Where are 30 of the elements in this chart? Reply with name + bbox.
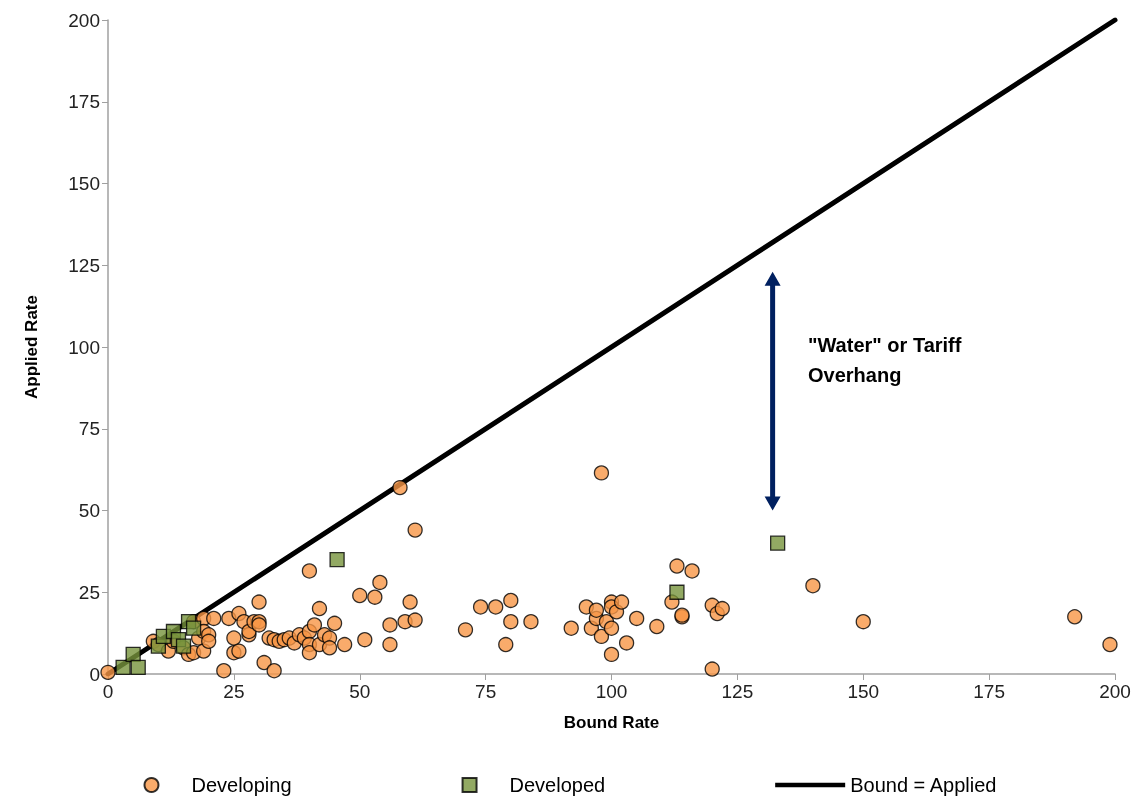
y-tick-label: 175 <box>68 91 100 113</box>
x-tick-label: 150 <box>847 681 880 702</box>
y-tick-label: 50 <box>78 500 100 521</box>
point <box>669 584 685 600</box>
y-tick-label: 200 <box>68 9 100 31</box>
x-tick-label: 100 <box>595 681 628 702</box>
legend-label: Bound = Applied <box>850 774 997 796</box>
point <box>130 659 146 676</box>
x-tick-label: 75 <box>475 681 497 702</box>
legend-label: Developing <box>191 774 292 796</box>
y-tick-label: 125 <box>68 254 100 276</box>
annotation: "Water" or Tariff Overhang <box>808 334 967 386</box>
y-axis-title: Applied Rate <box>22 295 41 399</box>
point <box>329 551 345 568</box>
point <box>115 659 131 676</box>
y-tick-label: 150 <box>68 173 100 194</box>
x-tick-label: 200 <box>1099 681 1131 702</box>
y-tick-label: 75 <box>78 418 100 440</box>
x-tick-label: 0 <box>102 681 114 702</box>
y-tick-label: 100 <box>68 336 100 358</box>
legend-label: Developed <box>509 774 606 796</box>
x-axis-title: Bound Rate <box>563 713 660 732</box>
x-tick-label: 50 <box>349 681 371 702</box>
x-tick-label: 25 <box>223 681 245 702</box>
x-tick-label: 125 <box>721 681 754 702</box>
point <box>185 620 202 636</box>
y-tick-label: 0 <box>89 663 100 685</box>
y-tick-label: 25 <box>78 581 100 603</box>
point <box>770 535 786 551</box>
x-tick-label: 175 <box>973 681 1005 702</box>
